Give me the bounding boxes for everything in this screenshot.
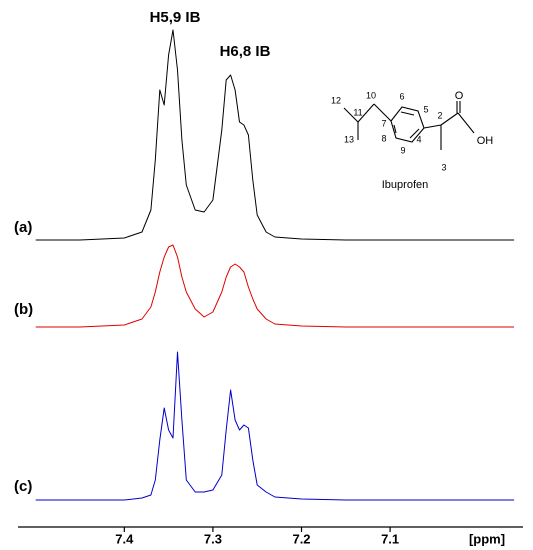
atom-label: 2 — [437, 110, 442, 120]
trace-label: (c) — [14, 478, 32, 495]
atom-label: 3 — [441, 162, 446, 172]
bond — [409, 128, 420, 139]
trace-label: (b) — [14, 301, 33, 318]
atom-label: 5 — [423, 104, 428, 114]
x-tick-label: 7.2 — [292, 531, 310, 546]
x-axis-label: [ppm] — [469, 531, 505, 546]
bond — [400, 111, 415, 116]
bond — [440, 112, 459, 126]
x-tick-label: 7.1 — [381, 531, 399, 546]
trace-label: (a) — [14, 219, 32, 236]
spectrum-line — [35, 351, 515, 501]
bond — [357, 103, 375, 123]
atom-label: 7 — [381, 118, 386, 128]
x-tick-label: 7.3 — [204, 531, 222, 546]
spectrum-line — [35, 29, 515, 241]
atom-label: 12 — [331, 95, 341, 105]
atom-label: 8 — [381, 133, 386, 143]
atom-label: 13 — [344, 134, 354, 144]
bond — [343, 107, 359, 123]
atom-label: 9 — [400, 145, 405, 155]
x-tick-label: 7.4 — [115, 531, 134, 546]
peak-annotation: H5,9 IB — [150, 9, 201, 26]
bond — [393, 124, 397, 134]
spectrum-line — [35, 244, 515, 328]
molecule-name: Ibuprofen — [382, 179, 428, 191]
atom-label: 6 — [399, 91, 404, 101]
bond — [423, 124, 442, 129]
bond — [457, 112, 475, 134]
benzene-ring — [390, 106, 425, 143]
bond — [373, 103, 392, 122]
peak-annotation: H6,8 IB — [220, 43, 271, 60]
atom-label: 10 — [366, 90, 376, 100]
atom-label: O — [455, 90, 464, 102]
ibuprofen-structure: 12 11 10 13 7 6 5 8 9 4 2 3 O OH Ibuprofen — [331, 90, 493, 191]
atom-label: OH — [477, 135, 494, 147]
atom-label: 11 — [353, 107, 362, 117]
atom-label: 4 — [416, 134, 421, 144]
